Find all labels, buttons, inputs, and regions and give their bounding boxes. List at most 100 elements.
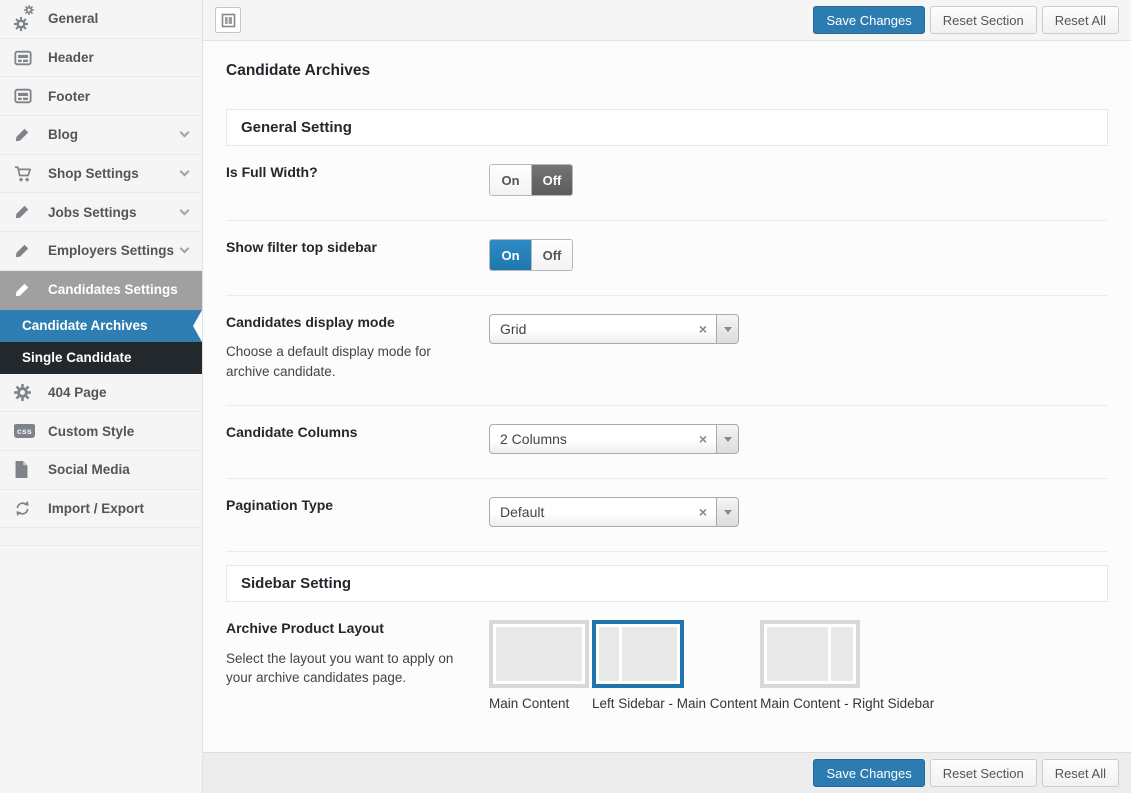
- sidebar-subitem-label: Candidate Archives: [22, 318, 148, 333]
- chevron-down-icon: [179, 244, 190, 254]
- section-header-sidebar-setting: Sidebar Setting: [226, 565, 1108, 603]
- chevron-down-icon: [179, 205, 190, 216]
- gears-icon: [14, 4, 36, 31]
- layout-option-left-sidebar-main-content[interactable]: Left Sidebar - Main Content: [592, 620, 757, 711]
- sidebar-item-social-media[interactable]: Social Media: [0, 451, 202, 490]
- field-description: Select the layout you want to apply on y…: [226, 650, 454, 686]
- filter-top-sidebar-toggle: On Off: [489, 239, 573, 271]
- field-row-is-full-width: Is Full Width? On Off: [226, 146, 1108, 221]
- field-row-archive-product-layout: Archive Product Layout Select the layout…: [226, 602, 1108, 735]
- sidebar-item-footer[interactable]: Footer: [0, 77, 202, 117]
- sidebar-item-label: Blog: [48, 127, 78, 143]
- sidebar-item-custom-style[interactable]: css Custom Style: [0, 412, 202, 451]
- pagination-type-select[interactable]: Default ×: [489, 497, 739, 528]
- settings-content: Candidate Archives General Setting Is Fu…: [203, 41, 1131, 752]
- sidebar-item-label: 404 Page: [48, 384, 107, 400]
- sidebar-item-jobs-settings[interactable]: Jobs Settings: [0, 193, 202, 233]
- layout-thumbnail-left-sidebar-selected[interactable]: [592, 620, 684, 689]
- top-bar-buttons: Save Changes Reset Section Reset All: [813, 6, 1119, 34]
- full-width-toggle: On Off: [489, 164, 573, 196]
- pencil-icon: [14, 241, 36, 261]
- sidebar-subitem-single-candidate[interactable]: Single Candidate: [0, 341, 202, 374]
- toggle-on-button[interactable]: On: [490, 165, 531, 195]
- section-header-general-setting: General Setting: [226, 109, 1108, 146]
- clear-selection-icon[interactable]: ×: [698, 321, 707, 337]
- field-label: Pagination Type: [226, 497, 334, 514]
- sidebar-subitem-candidate-archives[interactable]: Candidate Archives: [0, 309, 202, 342]
- page-title: Candidate Archives: [226, 62, 371, 79]
- sidebar-item-label: Candidates Settings: [48, 282, 178, 298]
- pencil-icon: [14, 202, 36, 222]
- dropdown-arrow-icon[interactable]: [716, 425, 738, 454]
- page-icon: [14, 460, 36, 480]
- sidebar-item-label: General: [48, 11, 99, 27]
- sidebar-item-label: Custom Style: [48, 423, 135, 439]
- panel-layout-toggle-button[interactable]: [215, 7, 241, 33]
- top-action-bar: Save Changes Reset Section Reset All: [203, 0, 1131, 41]
- field-description: Choose a default display mode for archiv…: [226, 344, 431, 379]
- settings-sidebar: General Header Footer Blog: [0, 0, 203, 793]
- sidebar-menu: General Header Footer Blog: [0, 0, 202, 547]
- save-changes-button[interactable]: Save Changes: [813, 6, 925, 34]
- header-layout-icon: [14, 48, 36, 68]
- layout-thumbnail-right-sidebar[interactable]: [760, 620, 861, 689]
- sidebar-item-label: Footer: [48, 88, 90, 104]
- layout-option-main-content-right-sidebar[interactable]: Main Content - Right Sidebar: [760, 620, 934, 711]
- bottom-action-bar: Save Changes Reset Section Reset All: [203, 752, 1131, 793]
- sidebar-item-shop-settings[interactable]: Shop Settings: [0, 155, 202, 194]
- field-row-candidate-columns: Candidate Columns 2 Columns ×: [226, 406, 1108, 480]
- field-label: Is Full Width?: [226, 164, 318, 180]
- layout-option-label: Left Sidebar - Main Content: [592, 696, 758, 712]
- pencil-icon: [14, 125, 36, 145]
- field-row-candidates-display-mode: Candidates display mode Choose a default…: [226, 296, 1108, 407]
- clear-selection-icon[interactable]: ×: [698, 504, 707, 521]
- sidebar-item-label: Jobs Settings: [48, 204, 137, 220]
- sidebar-item-label: Header: [48, 50, 94, 66]
- sidebar-item-import-export[interactable]: Import / Export: [0, 490, 202, 529]
- sidebar-item-employers-settings[interactable]: Employers Settings: [0, 232, 202, 271]
- field-label: Candidate Columns: [226, 424, 358, 441]
- bottom-bar-buttons: Save Changes Reset Section Reset All: [813, 759, 1119, 787]
- dropdown-arrow-icon[interactable]: [716, 498, 738, 527]
- sidebar-item-label: Employers Settings: [48, 243, 175, 259]
- field-row-show-filter-top-sidebar: Show filter top sidebar On Off: [226, 221, 1108, 296]
- field-label: Archive Product Layout: [226, 620, 384, 637]
- sidebar-item-label: Shop Settings: [48, 166, 139, 182]
- reset-all-button[interactable]: Reset All: [1041, 759, 1119, 787]
- sidebar-item-general[interactable]: General: [0, 0, 202, 39]
- reset-section-button[interactable]: Reset Section: [929, 6, 1037, 34]
- layout-option-main-content[interactable]: Main Content: [489, 620, 589, 711]
- sidebar-item-candidates-settings[interactable]: Candidates Settings: [0, 270, 202, 310]
- sidebar-item-blog[interactable]: Blog: [0, 116, 202, 155]
- sidebar-item-header[interactable]: Header: [0, 39, 202, 78]
- save-changes-button[interactable]: Save Changes: [813, 759, 925, 787]
- section-title: Sidebar Setting: [241, 575, 352, 593]
- display-mode-select[interactable]: Grid ×: [489, 314, 739, 344]
- selected-value: Grid: [500, 321, 527, 337]
- candidate-columns-select[interactable]: 2 Columns ×: [489, 424, 739, 455]
- field-row-pagination-type: Pagination Type Default ×: [226, 479, 1108, 553]
- gear-icon: [14, 382, 36, 402]
- reset-all-button[interactable]: Reset All: [1041, 6, 1119, 34]
- sidebar-item-404-page[interactable]: 404 Page: [0, 374, 202, 413]
- dropdown-arrow-icon[interactable]: [716, 315, 738, 343]
- field-label: Candidates display mode: [226, 314, 395, 330]
- selected-value: 2 Columns: [500, 431, 567, 448]
- chevron-down-icon: [179, 166, 190, 177]
- sidebar-subitem-label: Single Candidate: [22, 350, 132, 365]
- toggle-on-button[interactable]: On: [490, 240, 531, 270]
- pencil-icon: [14, 280, 36, 300]
- css-badge-icon: css: [14, 421, 36, 441]
- sync-icon: [14, 498, 36, 518]
- toggle-off-button[interactable]: Off: [531, 165, 572, 195]
- layout-thumbnail-main-content[interactable]: [489, 620, 589, 689]
- sidebar-item-label: Import / Export: [48, 500, 145, 516]
- layout-option-label: Main Content - Right Sidebar: [760, 696, 935, 712]
- field-label: Show filter top sidebar: [226, 239, 377, 255]
- toggle-off-button[interactable]: Off: [531, 240, 572, 270]
- selected-value: Default: [500, 504, 545, 521]
- section-title: General Setting: [241, 119, 352, 136]
- reset-section-button[interactable]: Reset Section: [929, 759, 1037, 787]
- clear-selection-icon[interactable]: ×: [698, 431, 707, 448]
